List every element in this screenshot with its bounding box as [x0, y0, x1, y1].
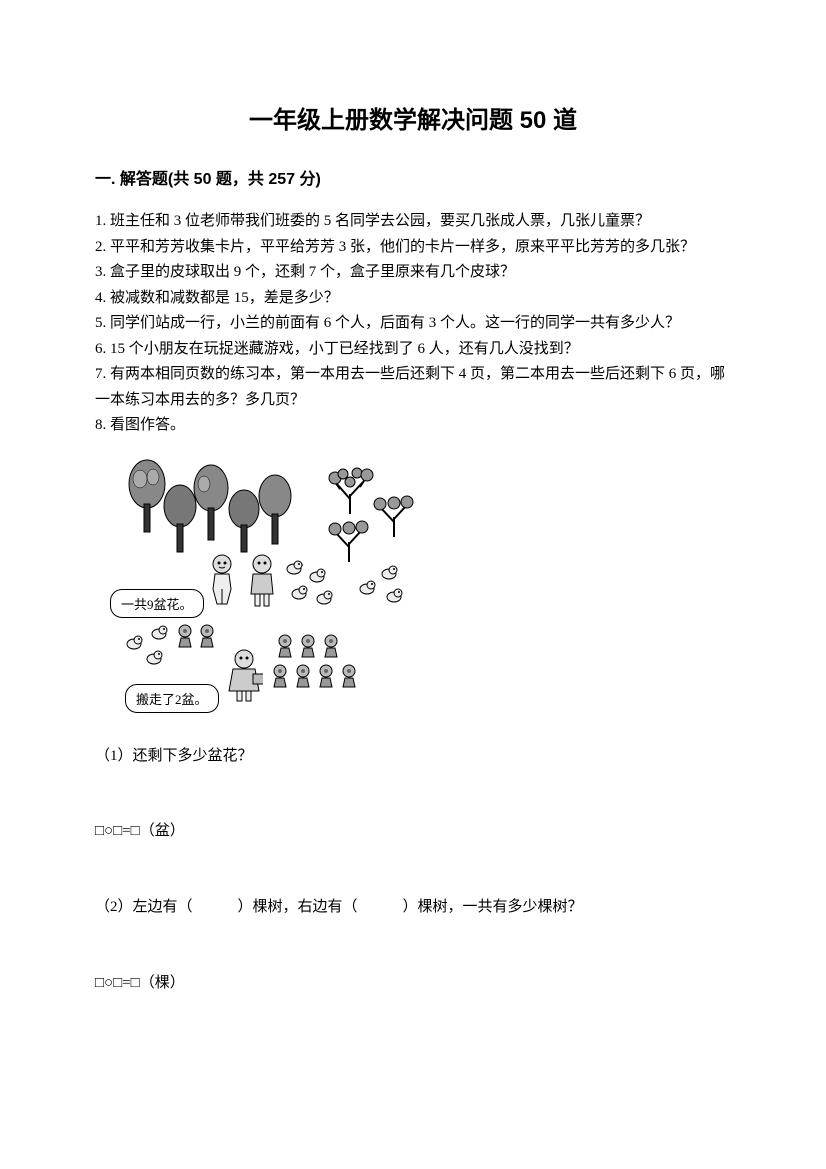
- question-3: 3. 盒子里的皮球取出 9 个，还剩 7 个，盒子里原来有几个皮球？: [95, 260, 731, 286]
- figure-illustration: 一共9盆花。 搬走了2盆。: [110, 459, 420, 719]
- chick-icon: [308, 567, 326, 588]
- flower-pot-icon: [339, 664, 359, 693]
- question-8: 8. 看图作答。: [95, 413, 731, 439]
- flower-pot-icon: [175, 624, 195, 653]
- chick-icon: [285, 559, 303, 580]
- question-4: 4. 被减数和减数都是 15，差是多少？: [95, 286, 731, 312]
- chick-icon: [145, 649, 163, 670]
- answer-line-1: □○□=□（盆）: [95, 819, 731, 840]
- sub-question-2: （2）左边有（ ）棵树，右边有（ ）棵树，一共有多少棵树？: [95, 895, 731, 921]
- flower-pot-icon: [298, 634, 318, 663]
- chick-icon: [380, 564, 398, 585]
- sub-question-1: （1）还剩下多少盆花？: [95, 744, 731, 770]
- chick-icon: [358, 579, 376, 600]
- child-icon: [205, 554, 240, 614]
- chick-icon: [385, 587, 403, 608]
- question-5: 5. 同学们站成一行，小兰的前面有 6 个人，后面有 3 个人。这一行的同学一共…: [95, 311, 731, 337]
- child-icon: [245, 554, 280, 614]
- tree-branch-icon: [325, 464, 375, 519]
- question-7: 7. 有两本相同页数的练习本，第一本用去一些后还剩下 4 页，第二本用去一些后还…: [95, 362, 731, 413]
- section-header: 一. 解答题(共 50 题，共 257 分): [95, 165, 731, 189]
- chick-icon: [125, 634, 143, 655]
- speech-bubble-2: 搬走了2盆。: [125, 684, 219, 713]
- flower-pot-icon: [275, 634, 295, 663]
- page-title: 一年级上册数学解决问题 50 道: [95, 100, 731, 135]
- flower-pot-icon: [293, 664, 313, 693]
- speech-bubble-1: 一共9盆花。: [110, 589, 204, 618]
- tree-icon: [255, 474, 295, 549]
- figure-container: 一共9盆花。 搬走了2盆。: [110, 459, 731, 719]
- question-1: 1. 班主任和 3 位老师带我们班委的 5 名同学去公园，要买几张成人票，几张儿…: [95, 209, 731, 235]
- answer-line-2: □○□=□（棵）: [95, 971, 731, 992]
- chick-icon: [315, 589, 333, 610]
- chick-icon: [290, 584, 308, 605]
- flower-pot-icon: [197, 624, 217, 653]
- flower-pot-icon: [270, 664, 290, 693]
- child-icon: [225, 649, 263, 709]
- tree-branch-icon: [370, 489, 418, 539]
- question-6: 6. 15 个小朋友在玩捉迷藏游戏，小丁已经找到了 6 人，还有几人没找到？: [95, 337, 731, 363]
- question-2: 2. 平平和芳芳收集卡片，平平给芳芳 3 张，他们的卡片一样多，原来平平比芳芳的…: [95, 235, 731, 261]
- chick-icon: [150, 624, 168, 645]
- tree-branch-icon: [325, 514, 373, 564]
- flower-pot-icon: [316, 664, 336, 693]
- flower-pot-icon: [321, 634, 341, 663]
